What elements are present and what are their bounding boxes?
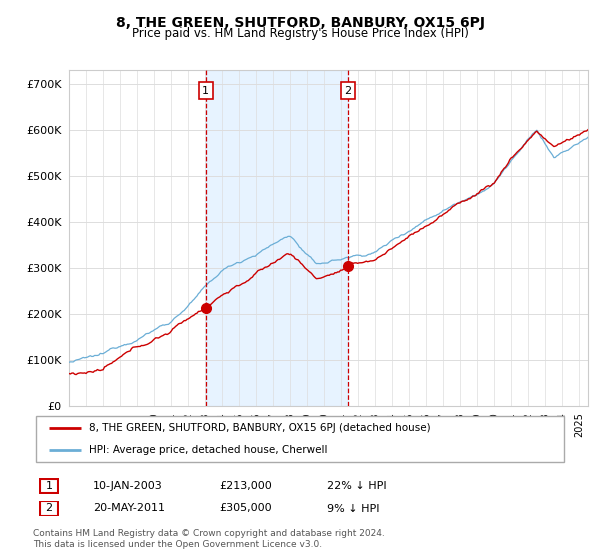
Text: 10-JAN-2003: 10-JAN-2003 — [93, 481, 163, 491]
Text: 1: 1 — [202, 86, 209, 96]
FancyBboxPatch shape — [40, 501, 58, 516]
Text: 8, THE GREEN, SHUTFORD, BANBURY, OX15 6PJ (detached house): 8, THE GREEN, SHUTFORD, BANBURY, OX15 6P… — [89, 423, 430, 433]
Text: Price paid vs. HM Land Registry's House Price Index (HPI): Price paid vs. HM Land Registry's House … — [131, 27, 469, 40]
Text: 9% ↓ HPI: 9% ↓ HPI — [327, 503, 380, 514]
Text: HPI: Average price, detached house, Cherwell: HPI: Average price, detached house, Cher… — [89, 445, 328, 455]
Bar — [206, 70, 348, 406]
Text: £213,000: £213,000 — [219, 481, 272, 491]
Text: 2: 2 — [46, 503, 52, 514]
Text: 8, THE GREEN, SHUTFORD, BANBURY, OX15 6PJ: 8, THE GREEN, SHUTFORD, BANBURY, OX15 6P… — [115, 16, 485, 30]
Text: 20-MAY-2011: 20-MAY-2011 — [93, 503, 165, 514]
Text: 2: 2 — [344, 86, 351, 96]
Text: £305,000: £305,000 — [219, 503, 272, 514]
Text: 22% ↓ HPI: 22% ↓ HPI — [327, 481, 386, 491]
FancyBboxPatch shape — [36, 416, 564, 462]
Text: Contains HM Land Registry data © Crown copyright and database right 2024.
This d: Contains HM Land Registry data © Crown c… — [33, 529, 385, 549]
FancyBboxPatch shape — [40, 479, 58, 493]
Text: 1: 1 — [46, 481, 52, 491]
